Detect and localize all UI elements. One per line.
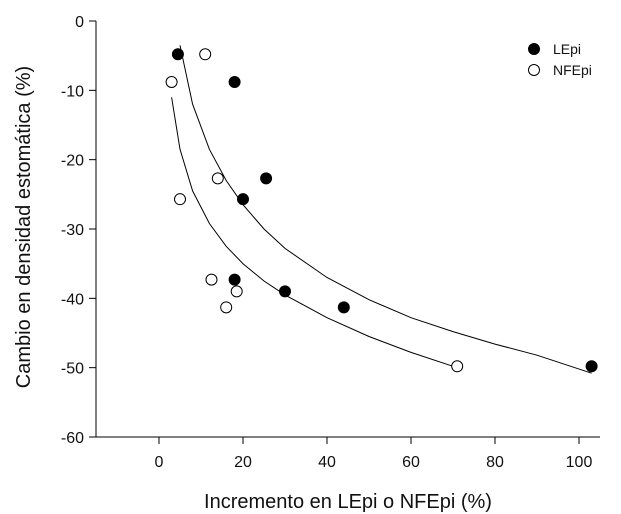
x-tick-label: 80 (486, 454, 504, 471)
y-tick-label: 0 (75, 14, 84, 31)
x-tick-label: 60 (402, 454, 420, 471)
y-tick-label: -40 (61, 291, 84, 308)
data-point-lepi (279, 285, 291, 298)
fit-curve-lepi (179, 45, 592, 374)
legend-marker-lepi (528, 43, 540, 55)
y-tick-label: -10 (61, 83, 84, 100)
y-tick-label: -60 (61, 430, 84, 447)
x-tick-label: 40 (318, 454, 336, 471)
data-point-nfepi (199, 48, 212, 61)
y-axis-ticks: 0 -10 -20 -30 -40 -50 -60 (61, 14, 96, 447)
legend: LEpi NFEpi (528, 41, 592, 78)
legend-marker-nfepi (528, 64, 540, 76)
data-point-lepi (585, 360, 598, 373)
data-point-nfepi (230, 285, 243, 298)
data-point-nfepi (205, 273, 218, 286)
data-point-nfepi (220, 301, 233, 314)
data-point-lepi (228, 76, 241, 89)
legend-label-lepi: LEpi (553, 41, 581, 57)
data-point-nfepi (174, 193, 186, 206)
legend-label-nfepi: NFEpi (553, 62, 592, 78)
y-axis-title: Cambio en densidad estomática (%) (13, 66, 35, 388)
x-axis-ticks: 0 20 40 60 80 100 (155, 437, 593, 471)
y-tick-label: -50 (61, 361, 84, 378)
x-axis-title: Incremento en LEpi o NFEpi (%) (204, 491, 492, 513)
y-tick-label: -20 (61, 153, 84, 170)
data-point-lepi (237, 193, 249, 206)
fit-curve-nfepi (171, 97, 454, 367)
x-tick-label: 0 (155, 454, 164, 471)
data-point-lepi (228, 273, 241, 286)
data-point-lepi (171, 48, 184, 61)
x-tick-label: 20 (234, 454, 252, 471)
x-tick-label: 100 (566, 454, 593, 471)
data-point-nfepi (451, 360, 464, 373)
fit-curves (171, 45, 592, 374)
y-tick-label: -30 (61, 222, 84, 239)
data-point-lepi (260, 172, 273, 185)
data-point-lepi (337, 301, 350, 314)
data-point-nfepi (165, 76, 178, 89)
data-point-nfepi (211, 172, 224, 185)
data-points (165, 48, 598, 373)
